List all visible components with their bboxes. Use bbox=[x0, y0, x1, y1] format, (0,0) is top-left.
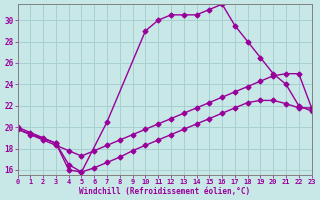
X-axis label: Windchill (Refroidissement éolien,°C): Windchill (Refroidissement éolien,°C) bbox=[79, 187, 250, 196]
